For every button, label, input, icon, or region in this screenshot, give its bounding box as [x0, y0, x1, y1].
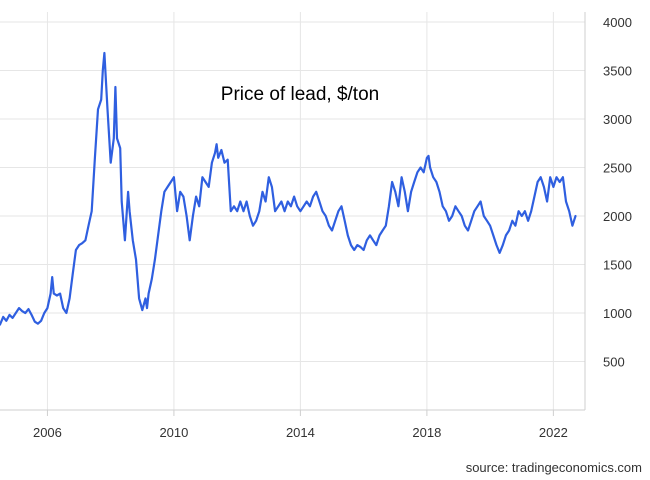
x-tick-label: 2010	[159, 425, 188, 440]
axes: 500 1000 1500 2000 2500 3000 3500 4000 2006 2010 2…	[0, 12, 632, 440]
y-tick-label: 500	[603, 355, 625, 370]
x-tick-label: 2022	[539, 425, 568, 440]
x-tick-label: 2006	[33, 425, 62, 440]
y-tick-label: 1500	[603, 258, 632, 273]
y-tick-label: 2000	[603, 209, 632, 224]
x-tick-label: 2018	[412, 425, 441, 440]
y-tick-label: 3000	[603, 112, 632, 127]
y-tick-label: 3500	[603, 64, 632, 79]
series-layer	[0, 51, 577, 326]
y-tick-label: 4000	[603, 15, 632, 30]
gridlines	[0, 12, 585, 410]
y-tick-label: 1000	[603, 306, 632, 321]
x-tick-label: 2014	[286, 425, 315, 440]
y-tick-label: 2500	[603, 161, 632, 176]
chart-title: Price of lead, $/ton	[221, 84, 379, 105]
price-line	[0, 51, 577, 326]
source-note: source: tradingeconomics.com	[465, 460, 642, 475]
